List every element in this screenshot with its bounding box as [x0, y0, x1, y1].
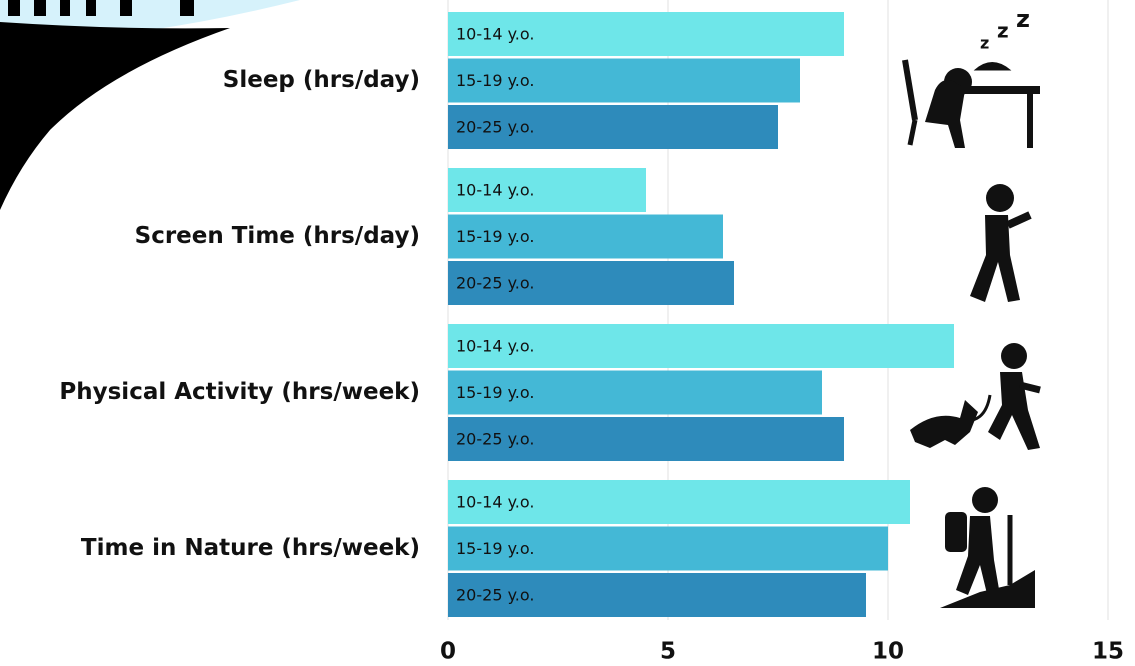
- bar: [448, 573, 866, 617]
- category-label: Sleep (hrs/day): [223, 67, 420, 93]
- svg-text:z: z: [980, 34, 989, 53]
- bar: [448, 58, 800, 103]
- x-tick-label: 15: [1092, 639, 1124, 665]
- bar-label: 20-25 y.o.: [456, 118, 534, 137]
- bar: [448, 324, 954, 368]
- category-label: Screen Time (hrs/day): [135, 223, 420, 249]
- bar: [448, 370, 822, 415]
- bar-label: 15-19 y.o.: [456, 383, 534, 402]
- x-tick-label: 5: [660, 639, 676, 665]
- bar: [448, 12, 844, 56]
- bar-label: 15-19 y.o.: [456, 539, 534, 558]
- bar-label: 20-25 y.o.: [456, 430, 534, 449]
- bar: [448, 480, 910, 524]
- bar: [448, 526, 888, 571]
- bar: [448, 168, 646, 212]
- bar: [448, 214, 723, 259]
- x-tick-label: 10: [872, 639, 904, 665]
- svg-text:z: z: [1016, 5, 1030, 33]
- bar: [448, 105, 778, 149]
- bar-label: 15-19 y.o.: [456, 71, 534, 90]
- decoration: [0, 0, 300, 210]
- bar: [448, 417, 844, 461]
- category-label: Time in Nature (hrs/week): [81, 535, 420, 561]
- bar-label: 20-25 y.o.: [456, 586, 534, 605]
- icons: z z z: [902, 5, 1041, 608]
- bar-label: 15-19 y.o.: [456, 227, 534, 246]
- bar: [448, 261, 734, 305]
- bar-label: 10-14 y.o.: [456, 337, 534, 356]
- x-tick-label: 0: [440, 639, 456, 665]
- svg-text:z: z: [997, 19, 1009, 43]
- bar-label: 10-14 y.o.: [456, 181, 534, 200]
- bar-label: 20-25 y.o.: [456, 274, 534, 293]
- bar-label: 10-14 y.o.: [456, 25, 534, 44]
- category-label: Physical Activity (hrs/week): [59, 379, 420, 405]
- bar-label: 10-14 y.o.: [456, 493, 534, 512]
